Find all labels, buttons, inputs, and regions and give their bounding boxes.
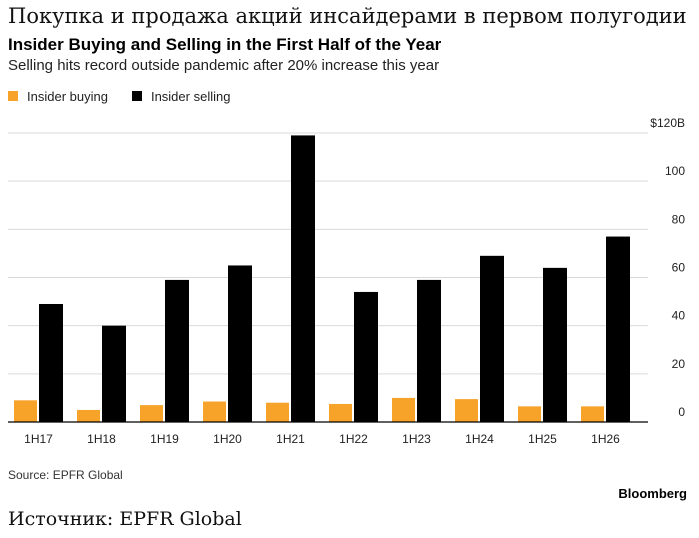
y-tick-label: 100 [665, 164, 685, 178]
bar-selling-1h18 [102, 325, 126, 422]
bars [14, 135, 630, 422]
bar-selling-1h26 [606, 236, 630, 422]
chart-subtitle: Selling hits record outside pandemic aft… [8, 57, 440, 74]
y-tick-label: 80 [672, 212, 686, 226]
bar-selling-1h20 [228, 265, 252, 422]
legend-label-buying: Insider buying [27, 88, 108, 104]
bar-buying-1h23 [392, 397, 415, 422]
x-tick-label: 1H22 [339, 432, 368, 446]
bar-selling-1h17 [39, 303, 63, 422]
x-tick-label: 1H23 [402, 432, 431, 446]
bar-buying-1h25 [518, 406, 541, 422]
bar-buying-1h24 [455, 399, 478, 422]
bar-buying-1h21 [266, 402, 289, 422]
y-tick-label: 40 [672, 309, 686, 323]
bloomberg-logo: Bloomberg [618, 486, 687, 501]
legend-swatch-buying [8, 91, 18, 101]
legend-item-buying: Insider buying [8, 89, 108, 104]
chart-legend: Insider buying Insider selling [8, 88, 254, 104]
bar-buying-1h22 [329, 403, 352, 422]
x-tick-label: 1H20 [213, 432, 242, 446]
bar-buying-1h20 [203, 401, 226, 422]
bar-buying-1h18 [77, 409, 100, 422]
x-tick-label: 1H18 [87, 432, 116, 446]
x-tick-label: 1H26 [591, 432, 620, 446]
legend-swatch-selling [131, 91, 142, 101]
x-tick-label: 1H24 [465, 432, 494, 446]
bar-buying-1h19 [140, 405, 163, 422]
axes: $120B 100 80 60 40 20 0 1H17 1H18 1H19 1H20 1H21 1H2… [8, 116, 685, 446]
bar-buying-1h17 [14, 400, 37, 422]
x-tick-label: 1H17 [24, 432, 53, 446]
russian-title: Покупка и продажа акций инсайдерами в пе… [8, 4, 687, 28]
bar-selling-1h22 [354, 291, 378, 422]
x-tick-label: 1H25 [528, 432, 557, 446]
russian-source-note: Источник: EPFR Global [8, 508, 242, 530]
chart-title: Insider Buying and Selling in the First … [8, 35, 442, 54]
x-tick-label: 1H19 [150, 432, 179, 446]
bar-selling-1h24 [480, 255, 504, 422]
bar-chart: $120B 100 80 60 40 20 0 1H17 1H18 1H19 1H20 1H21 1H2… [8, 116, 685, 446]
y-tick-label: 0 [678, 405, 685, 419]
y-tick-label: 60 [672, 261, 686, 275]
source-note: Source: EPFR Global [8, 468, 123, 482]
bar-selling-1h19 [165, 279, 189, 422]
bar-selling-1h25 [543, 267, 567, 422]
legend-item-selling: Insider selling [131, 88, 231, 104]
bar-buying-1h26 [581, 406, 604, 422]
y-tick-label: $120B [650, 116, 685, 130]
bar-selling-1h23 [417, 279, 441, 422]
y-tick-label: 20 [672, 357, 686, 371]
x-tick-label: 1H21 [276, 432, 305, 446]
legend-label-selling: Insider selling [150, 88, 231, 104]
bar-selling-1h21 [291, 135, 315, 422]
